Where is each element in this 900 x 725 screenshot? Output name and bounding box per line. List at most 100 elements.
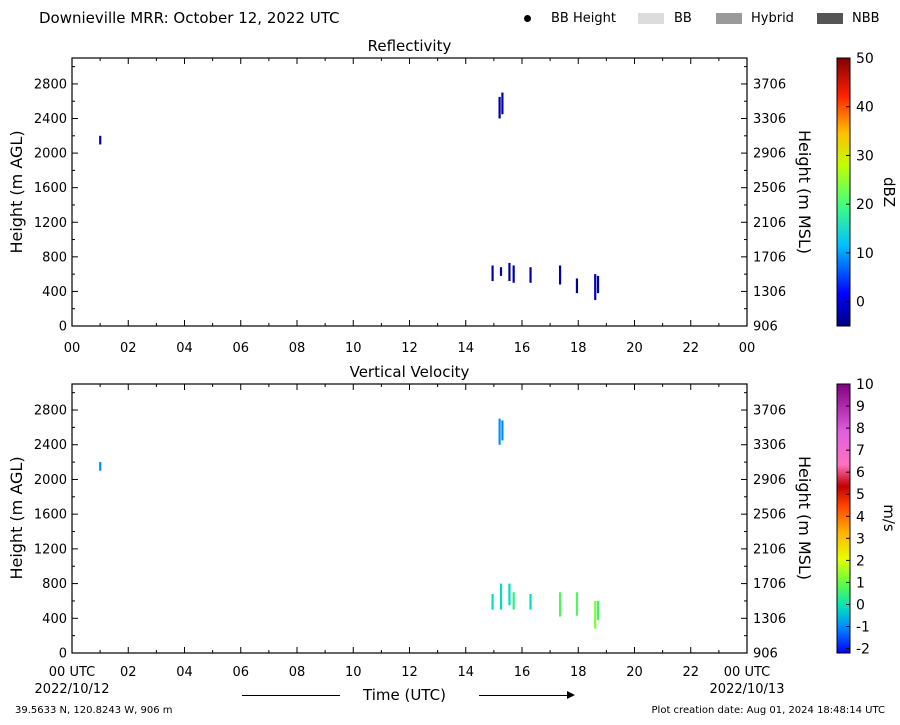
x-tick-label: 10 — [345, 341, 362, 356]
y-tick-label: 800 — [42, 250, 67, 265]
echo-mark — [512, 592, 515, 610]
x-tick-label: 14 — [457, 341, 474, 356]
y-tick-label: 400 — [42, 285, 67, 300]
nbb-swatch-icon — [817, 13, 843, 24]
x-tick-label: 18 — [570, 341, 587, 356]
x-tick-label: 08 — [289, 341, 306, 356]
colorbar-tick-label: 3 — [856, 531, 865, 547]
echo-mark — [501, 92, 504, 115]
echo-mark — [499, 583, 503, 610]
y-tick-label-right: 906 — [753, 320, 778, 335]
colorbar — [836, 383, 851, 654]
echo-mark — [596, 275, 600, 294]
echo-mark — [594, 274, 597, 301]
y-axis-label-right: Height (m MSL) — [795, 456, 814, 580]
colorbar-tick-label: -2 — [856, 642, 870, 658]
y-tick-label: 0 — [59, 320, 67, 335]
colorbar-label: m/s — [880, 504, 898, 532]
time-axis-line-left — [242, 695, 340, 696]
x-tick-label: 02 — [120, 665, 137, 680]
echo-mark — [558, 265, 562, 285]
echo-mark — [499, 267, 503, 276]
y-tick-label: 0 — [59, 647, 67, 662]
echo-mark — [498, 96, 501, 119]
y-tick-label-right: 3706 — [753, 404, 786, 419]
y-tick-label-right: 1706 — [753, 577, 786, 592]
echo-mark — [529, 267, 532, 283]
x-tick-label: 16 — [514, 341, 531, 356]
y-tick-label: 1200 — [34, 542, 67, 557]
y-tick-label-right: 1306 — [753, 285, 786, 300]
y-tick-label-right: 1306 — [753, 612, 786, 627]
colorbar-tick-label: 10 — [856, 377, 874, 393]
colorbar-tick-label: 40 — [856, 100, 874, 116]
time-axis-label: Time (UTC) — [363, 686, 446, 704]
x-tick-label: 00 — [739, 341, 756, 356]
y-tick-label: 1600 — [34, 508, 67, 523]
echo-mark — [99, 462, 102, 471]
y-tick-label-right: 3706 — [753, 77, 786, 92]
echo-mark — [558, 592, 562, 617]
echo-mark — [594, 600, 597, 629]
echo-mark — [491, 593, 494, 610]
echo-mark — [508, 262, 511, 282]
panel-title: Vertical Velocity — [350, 363, 470, 381]
y-tick-label: 2400 — [34, 438, 67, 453]
echo-mark — [501, 420, 504, 441]
x-tick-label: 20 — [626, 665, 643, 680]
y-axis-label: Height (m AGL) — [7, 130, 26, 253]
y-tick-label: 2000 — [34, 473, 67, 488]
colorbar-tick-label: 0 — [856, 597, 865, 613]
colorbar-tick-label: 10 — [856, 246, 874, 262]
legend-label-hybrid: Hybrid — [751, 11, 794, 26]
y-tick-label: 2800 — [34, 404, 67, 419]
echo-mark — [508, 583, 511, 606]
y-tick-label: 1600 — [34, 181, 67, 196]
y-tick-label: 2000 — [34, 147, 67, 162]
y-tick-label-right: 3306 — [753, 438, 786, 453]
y-tick-label: 800 — [42, 577, 67, 592]
echo-mark — [99, 135, 102, 145]
x-tick-label: 00 — [64, 341, 81, 356]
y-tick-label: 400 — [42, 612, 67, 627]
x-tick-label: 06 — [232, 341, 249, 356]
colorbar-tick-label: 6 — [856, 465, 865, 481]
colorbar-tick-label: 2 — [856, 553, 865, 569]
location-info: 39.5633 N, 120.8243 W, 906 m — [15, 705, 173, 716]
plot-creation-date: Plot creation date: Aug 01, 2024 18:48:1… — [651, 705, 885, 716]
colorbar-tick-label: 0 — [856, 295, 865, 311]
page-title: Downieville MRR: October 12, 2022 UTC — [39, 9, 340, 27]
x-tick-label: 00 UTC — [49, 665, 95, 680]
x-tick-label: 10 — [345, 665, 362, 680]
colorbar-tick-label: 20 — [856, 197, 874, 213]
date-label-start: 2022/10/12 — [35, 682, 110, 697]
echo-mark — [575, 592, 579, 616]
y-tick-label-right: 1706 — [753, 250, 786, 265]
y-tick-label: 2400 — [34, 112, 67, 127]
echo-mark — [529, 593, 532, 610]
colorbar-tick-label: 30 — [856, 148, 874, 164]
x-tick-label: 22 — [682, 665, 699, 680]
y-tick-label-right: 2106 — [753, 542, 786, 557]
x-tick-label: 00 UTC — [724, 665, 770, 680]
echo-mark — [512, 265, 515, 283]
x-tick-label: 12 — [401, 665, 418, 680]
y-tick-label-right: 2506 — [753, 181, 786, 196]
y-tick-label-right: 3306 — [753, 112, 786, 127]
x-tick-label: 12 — [401, 341, 418, 356]
colorbar-tick-label: 9 — [856, 399, 865, 415]
x-tick-label: 06 — [232, 665, 249, 680]
colorbar-tick-label: 5 — [856, 487, 865, 503]
y-tick-label-right: 906 — [753, 647, 778, 662]
echo-mark — [491, 265, 494, 282]
echo-mark — [575, 278, 579, 294]
y-axis-label-right: Height (m MSL) — [795, 130, 814, 254]
bb-swatch-icon — [638, 13, 664, 24]
legend-label-nbb: NBB — [852, 11, 880, 26]
colorbar-tick-label: 50 — [856, 51, 874, 67]
colorbar-tick-label: -1 — [856, 620, 870, 636]
echo-mark — [596, 600, 600, 621]
x-tick-label: 02 — [120, 341, 137, 356]
colorbar-tick-label: 8 — [856, 421, 865, 437]
